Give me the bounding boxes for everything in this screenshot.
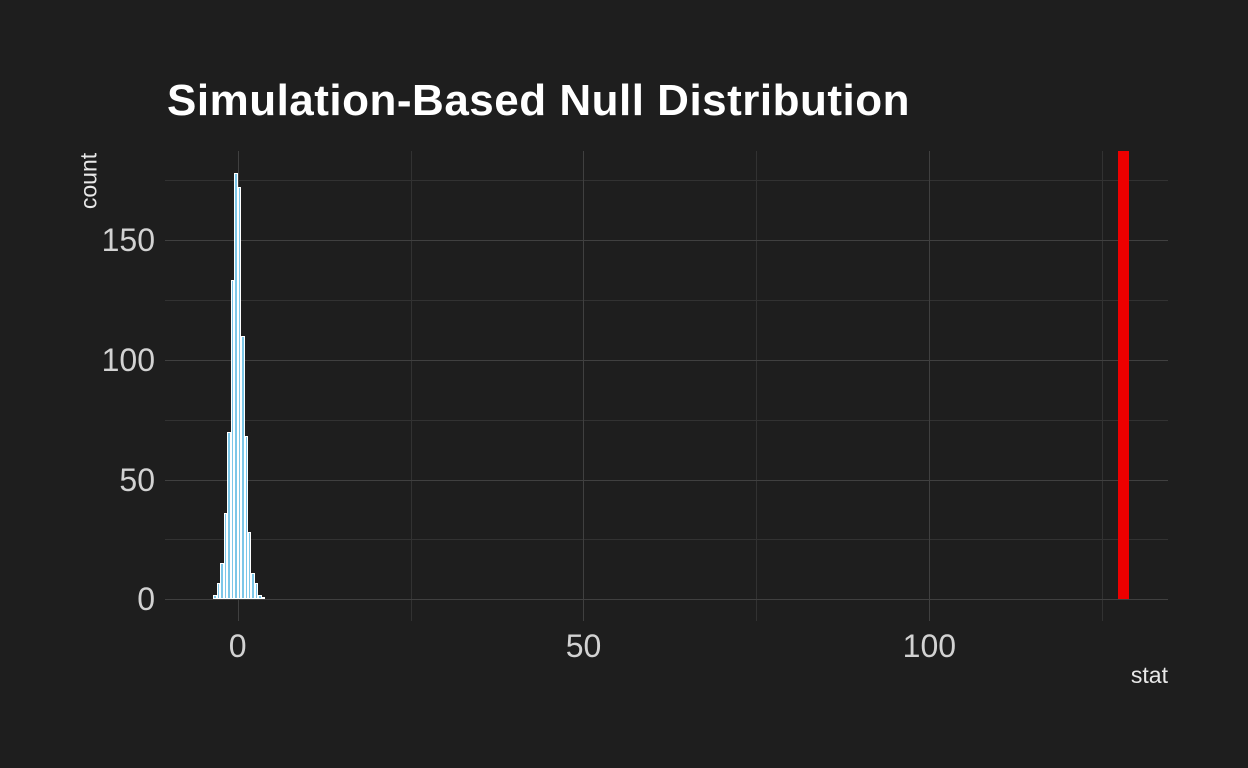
plot-panel: [165, 151, 1168, 621]
histogram-bar: [244, 436, 248, 600]
histogram-bar: [241, 335, 245, 600]
histogram-bar: [261, 597, 266, 600]
chart-title: Simulation-Based Null Distribution: [167, 76, 911, 125]
histogram-bar: [251, 573, 255, 600]
histogram-bar: [213, 594, 217, 600]
histogram-bar: [220, 563, 224, 600]
y-minor-gridline: [165, 179, 1168, 181]
y-tick-label: 100: [101, 341, 155, 378]
x-minor-gridline: [756, 151, 758, 621]
y-tick-label: 150: [101, 221, 155, 258]
y-tick-label: 50: [119, 461, 155, 498]
histogram-bar: [258, 594, 262, 600]
histogram-bar: [254, 582, 259, 600]
y-minor-gridline: [165, 539, 1168, 541]
histogram-bar: [227, 431, 231, 600]
histogram-bar: [223, 513, 228, 600]
y-major-gridline: [165, 599, 1168, 601]
histogram-bar: [237, 186, 242, 600]
x-minor-gridline: [410, 151, 412, 621]
x-minor-gridline: [1102, 151, 1104, 621]
y-tick-label: 0: [137, 581, 155, 618]
x-tick-label: 100: [902, 628, 957, 664]
y-major-gridline: [165, 359, 1168, 361]
histogram-bar: [234, 172, 238, 600]
x-tick-label: 0: [228, 628, 247, 664]
x-major-gridline: [583, 151, 585, 621]
x-axis-title: stat: [1130, 662, 1168, 688]
y-minor-gridline: [165, 299, 1168, 301]
y-minor-gridline: [165, 419, 1168, 421]
x-major-gridline: [929, 151, 931, 621]
histogram-bar: [248, 532, 252, 600]
histogram-bar: [230, 280, 235, 600]
x-tick-label: 50: [565, 628, 602, 664]
histogram-bar: [216, 582, 221, 600]
y-major-gridline: [165, 239, 1168, 241]
y-major-gridline: [165, 479, 1168, 481]
observed-stat-line: [1117, 151, 1129, 600]
y-axis-title: count: [75, 152, 102, 210]
